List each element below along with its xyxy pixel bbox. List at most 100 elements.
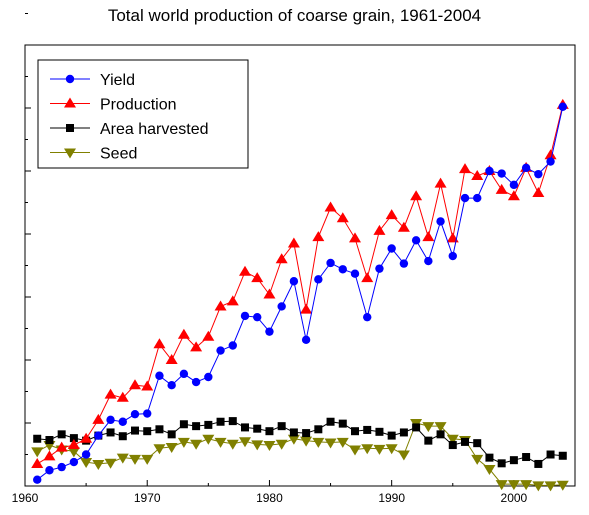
data-point-seed [190, 439, 203, 450]
data-point-seed [434, 422, 447, 433]
data-point-production [532, 187, 545, 198]
data-point-yield [106, 415, 115, 425]
series-area-harvested [33, 417, 567, 468]
data-point-yield [228, 341, 237, 350]
data-point-seed [129, 454, 141, 465]
data-point-production [385, 209, 398, 220]
data-point-seed [300, 436, 313, 447]
data-point-area-harvested [375, 427, 384, 436]
data-point-seed [275, 439, 288, 450]
series-line-area-harvested [37, 420, 563, 465]
data-point-production [410, 190, 423, 201]
data-point-area-harvested [448, 441, 457, 450]
data-point-production [495, 183, 508, 194]
data-point-area-harvested [118, 432, 127, 441]
data-point-production [80, 432, 93, 443]
data-point-production [300, 303, 313, 314]
data-point-seed [202, 434, 215, 445]
data-point-yield [436, 217, 445, 226]
data-point-seed [239, 437, 251, 448]
data-point-area-harvested [57, 430, 66, 439]
data-point-seed [361, 444, 374, 455]
data-point-area-harvested [424, 436, 433, 445]
data-point-area-harvested [302, 429, 311, 438]
data-point-area-harvested [558, 451, 567, 460]
data-point-production [165, 354, 178, 364]
data-point-seed [80, 458, 93, 469]
data-point-area-harvested [461, 437, 469, 446]
data-point-production [459, 163, 471, 174]
data-point-yield [240, 311, 250, 321]
data-point-area-harvested [131, 426, 139, 435]
data-point-seed [324, 438, 337, 449]
legend-label-area-harvested: Area harvested [100, 121, 209, 138]
data-point-seed [446, 434, 459, 445]
legend-marker-production [64, 97, 76, 108]
data-point-yield [534, 169, 543, 179]
data-point-yield [485, 166, 494, 176]
data-point-production [251, 272, 264, 283]
data-point-yield [143, 409, 152, 418]
data-point-yield [363, 312, 372, 322]
data-point-seed [141, 454, 154, 465]
legend-label-production: Production [100, 97, 177, 114]
data-point-production [177, 328, 190, 339]
data-point-production [92, 413, 105, 424]
data-point-yield [289, 277, 299, 286]
data-point-yield [558, 102, 567, 111]
data-point-yield [350, 269, 360, 278]
data-point-yield [33, 475, 42, 484]
data-point-yield [509, 180, 519, 190]
data-point-seed [373, 444, 386, 455]
data-point-area-harvested [167, 430, 176, 439]
data-point-production [287, 237, 300, 248]
data-point-production [239, 265, 251, 276]
data-point-seed [312, 437, 325, 448]
data-point-production [434, 177, 447, 188]
x-tick-label: 2000 [501, 491, 528, 505]
data-point-yield [473, 193, 482, 203]
data-point-production [31, 457, 44, 468]
data-point-seed [263, 441, 276, 452]
data-point-seed [336, 437, 349, 448]
data-point-yield [265, 327, 274, 336]
data-point-production [226, 295, 239, 306]
data-point-area-harvested [509, 456, 518, 465]
data-point-seed [153, 444, 166, 455]
data-point-area-harvested [155, 425, 164, 434]
data-point-seed [251, 440, 264, 451]
data-point-yield [204, 372, 213, 382]
data-point-yield [411, 236, 421, 245]
data-point-production [104, 388, 117, 399]
data-point-production [544, 149, 557, 160]
data-point-production [471, 170, 484, 181]
legend: Yield Production Area harvested Seed [37, 59, 249, 169]
data-point-yield [448, 251, 457, 261]
legend-label-seed: Seed [100, 146, 137, 163]
data-point-production [263, 288, 276, 299]
legend-marker-area-harvested [66, 124, 74, 132]
data-point-seed [495, 480, 508, 491]
x-tick-label: 1980 [256, 491, 283, 505]
data-point-production [507, 190, 520, 201]
data-point-area-harvested [387, 431, 396, 440]
data-point-yield [69, 457, 79, 467]
data-point-yield [57, 462, 66, 472]
data-point-area-harvested [436, 430, 445, 439]
data-point-seed [165, 442, 178, 453]
data-point-seed [532, 481, 545, 492]
legend-marker-yield [65, 74, 75, 84]
data-point-seed [483, 464, 496, 475]
data-point-seed [507, 480, 520, 491]
data-point-seed [226, 439, 239, 450]
data-point-area-harvested [473, 439, 482, 448]
data-point-seed [116, 453, 129, 464]
data-point-yield [314, 275, 323, 284]
data-point-production [275, 253, 288, 264]
data-point-area-harvested [363, 425, 372, 434]
data-point-production [153, 338, 166, 349]
data-point-production [190, 341, 203, 352]
data-point-yield [399, 259, 409, 268]
data-point-production [214, 300, 227, 311]
data-point-area-harvested [106, 428, 115, 437]
